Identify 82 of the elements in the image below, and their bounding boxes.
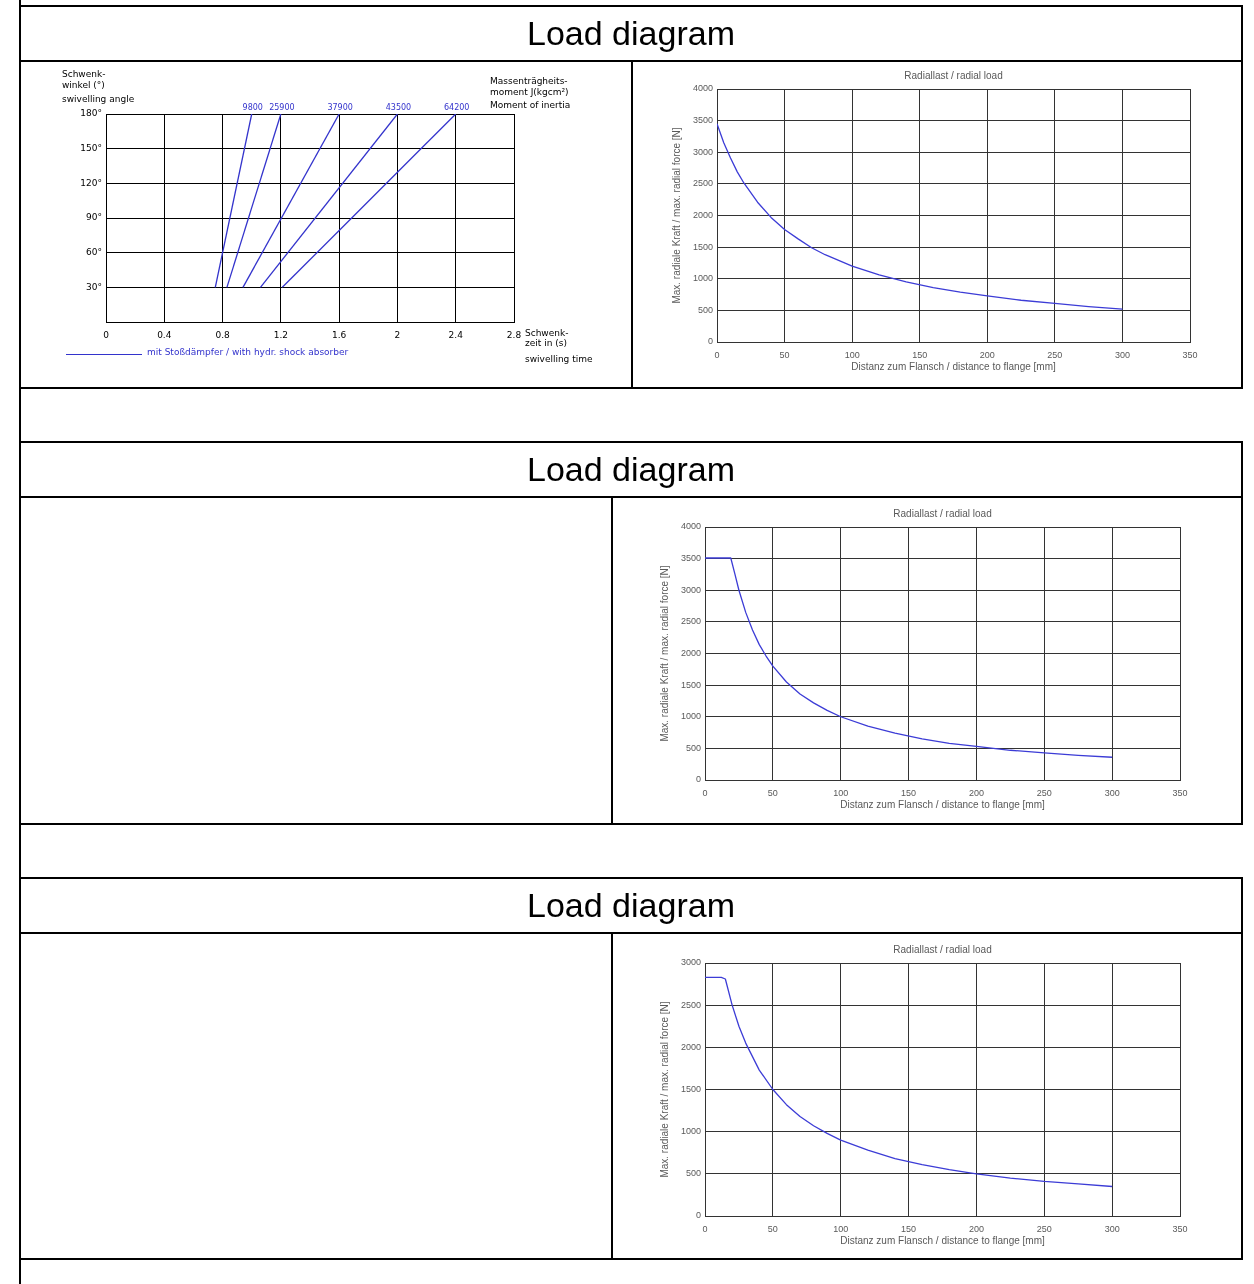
x-tick-label: 250 bbox=[1047, 349, 1063, 360]
x-tick-label: 150 bbox=[901, 1223, 917, 1234]
x-axis-title: Distanz zum Flansch / distance to flange [mm] bbox=[851, 360, 1056, 372]
text: Load diagram bbox=[21, 7, 1241, 62]
x-tick-label: 2.8 bbox=[506, 329, 522, 340]
y-axis-title: Max. radiale Kraft / max. radial force [N] bbox=[670, 127, 682, 304]
x-tick-label: 250 bbox=[1036, 787, 1052, 798]
x-tick-label: 0.4 bbox=[157, 329, 172, 340]
chart-title: Radiallast / radial load bbox=[904, 69, 1003, 81]
y-tick-label: 4000 bbox=[692, 83, 713, 94]
chart-title: Load diagram bbox=[21, 879, 1241, 934]
chart-title: Load diagram bbox=[21, 443, 1241, 498]
x-tick-label: 100 bbox=[833, 787, 849, 798]
y-tick-label: 1000 bbox=[692, 273, 713, 284]
series-label: 64200 bbox=[443, 103, 470, 113]
x-axis-title: Schwenk- zeit in (s) swivelling time bbox=[525, 328, 593, 365]
x-tick-label: 0 bbox=[714, 349, 720, 360]
x-tick-label: 0.8 bbox=[215, 329, 230, 340]
x-tick-label: 2 bbox=[394, 329, 401, 340]
y-tick-label: 2500 bbox=[692, 178, 713, 189]
series-label: 25900 bbox=[269, 103, 295, 113]
x-tick-label: 350 bbox=[1182, 349, 1198, 360]
y-axis-title: Max. radiale Kraft / max. radial force [N] bbox=[658, 1001, 670, 1178]
y-tick-label: 0 bbox=[707, 336, 713, 347]
x-tick-label: 300 bbox=[1114, 349, 1130, 360]
y-tick-label: 180° bbox=[80, 108, 102, 119]
y-axis-title: Schwenk- winkel (°) swivelling angle bbox=[62, 69, 135, 105]
y-axis-title: Max. radiale Kraft / max. radial force [N] bbox=[658, 565, 670, 742]
y-tick-label: 2500 bbox=[680, 616, 701, 627]
y-tick-label: 1500 bbox=[680, 1083, 701, 1094]
x-tick-label: 300 bbox=[1104, 787, 1120, 798]
chart-subtitle: Radiallast / radial load bbox=[893, 943, 992, 955]
y-tick-label: 0 bbox=[695, 1210, 701, 1221]
y-tick-label: 2000 bbox=[680, 647, 701, 658]
x-tick-label: 2.4 bbox=[448, 329, 464, 340]
series-label: 37900 bbox=[327, 103, 353, 113]
y-tick-label: 3000 bbox=[692, 146, 713, 157]
y-tick-label: 4000 bbox=[680, 521, 701, 532]
series-label: 9800 bbox=[242, 103, 263, 113]
y-tick-label: 90° bbox=[86, 212, 102, 223]
y-tick-label: 2000 bbox=[680, 1041, 701, 1052]
y-tick-label: 500 bbox=[697, 304, 713, 315]
x-axis-title: Distanz zum Flansch / distance to flange [mm] bbox=[840, 798, 1045, 810]
y-tick-label: 1500 bbox=[692, 241, 713, 252]
x-tick-label: 1.6 bbox=[331, 329, 347, 340]
y-tick-label: 30° bbox=[86, 281, 102, 292]
y-tick-label: 2500 bbox=[680, 999, 701, 1010]
series-label: 43500 bbox=[385, 103, 412, 113]
text: mit Stoßdämpfer / with hydr. shock absorber bbox=[147, 347, 349, 358]
y-tick-label: 3000 bbox=[680, 584, 701, 595]
x-tick-label: 150 bbox=[901, 787, 917, 798]
x-tick-label: 200 bbox=[968, 1223, 984, 1234]
x-tick-label: 200 bbox=[979, 349, 995, 360]
x-tick-label: 150 bbox=[912, 349, 928, 360]
y-tick-label: 120° bbox=[80, 177, 102, 188]
x-tick-label: 250 bbox=[1036, 1223, 1052, 1234]
x-tick-label: 100 bbox=[844, 349, 860, 360]
y-tick-label: 3000 bbox=[680, 957, 701, 968]
x-tick-label: 350 bbox=[1172, 1223, 1188, 1234]
y-tick-label: 500 bbox=[685, 742, 701, 753]
x-tick-label: 0 bbox=[103, 329, 110, 340]
y-tick-label: 1500 bbox=[680, 679, 701, 690]
legend-title: Massenträgheits- moment J(kgcm²) Moment of inertia bbox=[490, 76, 571, 111]
y-tick-label: 500 bbox=[685, 1168, 701, 1179]
y-tick-label: 2000 bbox=[692, 209, 713, 220]
y-tick-label: 1000 bbox=[680, 711, 701, 722]
x-axis-title: Distanz zum Flansch / distance to flange [mm] bbox=[840, 1234, 1045, 1246]
y-tick-label: 1000 bbox=[680, 1126, 701, 1137]
x-tick-label: 200 bbox=[968, 787, 984, 798]
y-tick-label: 3500 bbox=[680, 553, 701, 564]
y-tick-label: 60° bbox=[86, 247, 102, 258]
x-tick-label: 350 bbox=[1172, 787, 1188, 798]
x-tick-label: 300 bbox=[1104, 1223, 1120, 1234]
y-tick-label: 0 bbox=[695, 774, 701, 785]
y-tick-label: 3500 bbox=[692, 115, 713, 126]
x-tick-label: 50 bbox=[779, 349, 790, 360]
x-tick-label: 50 bbox=[767, 787, 778, 798]
chart-subtitle: Radiallast / radial load bbox=[893, 507, 992, 519]
x-tick-label: 100 bbox=[833, 1223, 849, 1234]
x-tick-label: 50 bbox=[767, 1223, 778, 1234]
y-tick-label: 150° bbox=[80, 143, 102, 154]
x-tick-label: 1.2 bbox=[273, 329, 289, 340]
